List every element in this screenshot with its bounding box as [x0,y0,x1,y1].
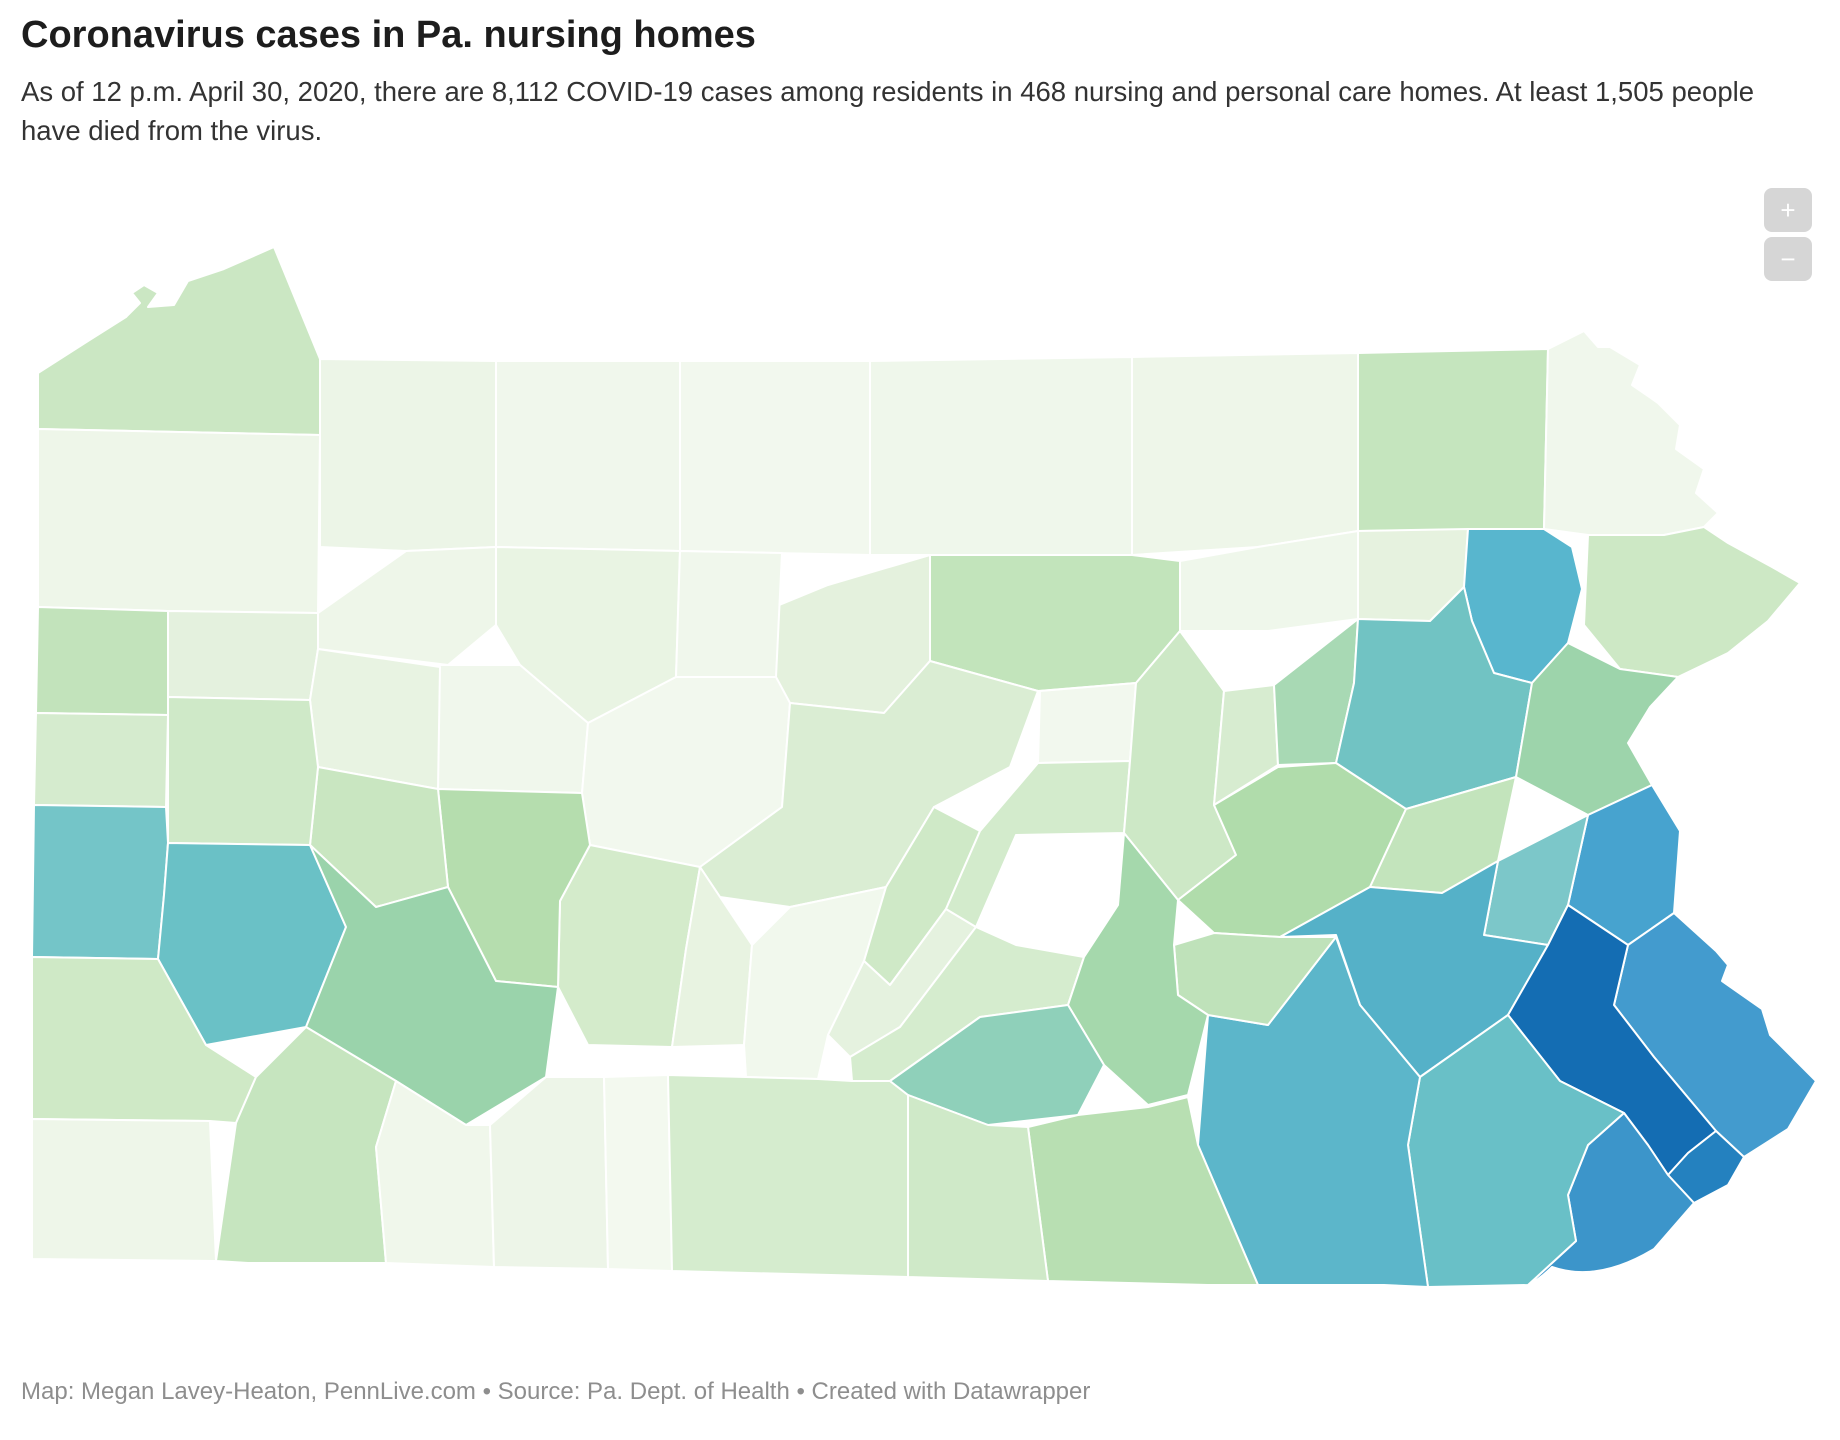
header: Coronavirus cases in Pa. nursing homes A… [21,14,1821,150]
county-york[interactable] [1027,1096,1259,1286]
attribution-footer: Map: Megan Lavey-Heaton, PennLive.com • … [21,1378,1091,1405]
county-cumberland[interactable] [889,1004,1105,1126]
county-susquehanna[interactable] [1357,348,1549,532]
county-mckean[interactable] [495,360,681,552]
county-butler[interactable] [167,696,319,846]
page-title: Coronavirus cases in Pa. nursing homes [21,14,756,56]
page-description: As of 12 p.m. April 30, 2020, there are … [21,75,1755,146]
county-bradford[interactable] [1131,352,1359,556]
county-potter[interactable] [679,360,871,556]
county-union[interactable] [1037,682,1137,764]
county-tioga[interactable] [869,356,1133,556]
county-clarion[interactable] [309,648,441,790]
county-fulton[interactable] [603,1074,673,1272]
county-erie[interactable] [37,246,321,436]
county-monroe[interactable] [1515,642,1679,816]
county-franklin[interactable] [667,1074,909,1278]
county-pike[interactable] [1583,526,1801,678]
map-zoom-controls: + − [1764,188,1812,281]
pa-choropleth-map[interactable] [28,245,1820,1295]
county-adams[interactable] [907,1094,1049,1282]
county-crawford[interactable] [37,428,321,614]
zoom-in-button[interactable]: + [1764,188,1812,232]
county-forest[interactable] [317,546,497,666]
county-mercer[interactable] [35,606,169,716]
pa-county-map[interactable] [28,245,1820,1295]
zoom-out-button[interactable]: − [1764,237,1812,281]
county-venango[interactable] [167,610,319,701]
county-bedford[interactable] [489,1076,609,1270]
county-wayne[interactable] [1543,330,1719,536]
county-beaver[interactable] [31,804,169,960]
county-cameron[interactable] [675,550,783,678]
county-lawrence[interactable] [33,712,169,808]
county-dauphin[interactable] [1067,832,1209,1106]
county-greene[interactable] [31,1118,217,1262]
county-centre[interactable] [699,660,1039,908]
county-warren[interactable] [319,358,497,552]
